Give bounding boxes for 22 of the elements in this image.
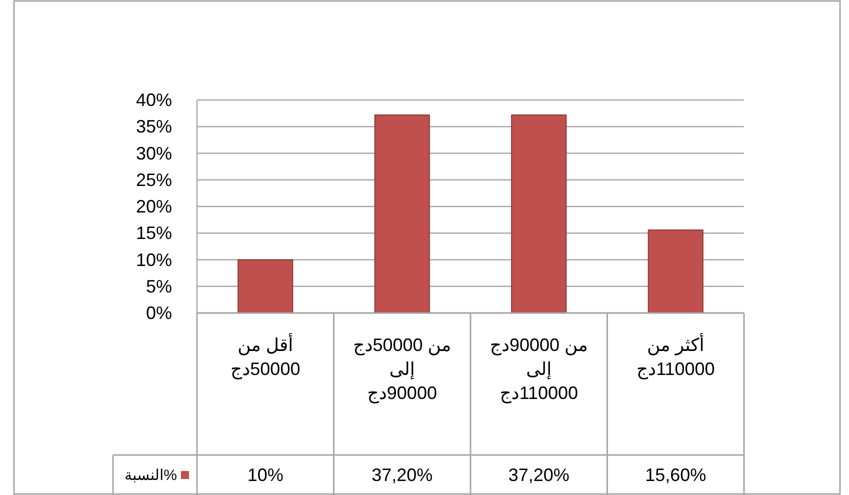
- bar: [511, 114, 567, 314]
- x-tick-label: من 50000دج إلى 90000دج: [352, 334, 452, 405]
- y-tick-label: 15%: [136, 223, 172, 244]
- data-label: 10%: [247, 465, 284, 485]
- bar: [374, 114, 430, 314]
- bar: [238, 259, 294, 314]
- y-tick-label: 20%: [136, 196, 172, 216]
- data-label: 15,60%: [645, 465, 706, 485]
- data-label: 37,20%: [508, 465, 570, 485]
- y-tick-label: 10%: [136, 250, 172, 270]
- y-tick-label: 0%: [146, 303, 172, 323]
- y-tick-label: 25%: [136, 170, 172, 190]
- x-tick-label: أكثر من 110000دج: [635, 333, 716, 381]
- x-tick-label: من 90000دج إلى 110000دج: [488, 334, 589, 405]
- bar: [648, 230, 704, 314]
- y-tick-label: 35%: [136, 116, 172, 137]
- x-tick-label: أقل من 50000دج: [230, 333, 302, 381]
- legend-label: النسبة%: [124, 467, 177, 484]
- y-tick-label: 40%: [136, 90, 172, 110]
- y-tick-label: 5%: [146, 276, 172, 296]
- y-tick-label: 30%: [136, 143, 172, 164]
- data-label: 37,20%: [372, 465, 433, 485]
